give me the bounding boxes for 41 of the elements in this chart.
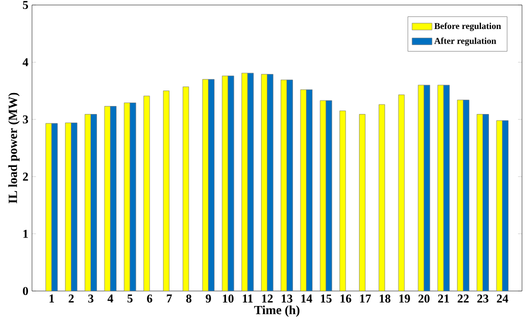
bar xyxy=(359,114,366,291)
x-tick-label: 12 xyxy=(262,294,273,302)
x-tick-label: 21 xyxy=(438,294,449,302)
y-tick-label: 3 xyxy=(22,115,28,124)
x-tick-label: 2 xyxy=(68,294,74,302)
y-tick-label: 2 xyxy=(22,172,28,181)
bar xyxy=(182,86,190,291)
legend-label: Before regulation xyxy=(434,22,501,31)
bar xyxy=(340,110,346,291)
x-axis-title: Time (h) xyxy=(254,305,300,317)
x-tick-label: 7 xyxy=(166,294,172,302)
y-tick-label: 5 xyxy=(22,1,28,9)
y-axis-title: IL load power (MW) xyxy=(8,92,20,204)
x-tick-label: 18 xyxy=(380,294,390,303)
x-tick-label: 10 xyxy=(222,294,234,303)
bar xyxy=(378,104,386,291)
y-tick-label: 1 xyxy=(23,230,28,238)
y-tick-label: 4 xyxy=(22,58,28,66)
x-tick-label: 5 xyxy=(127,294,133,302)
x-tick-label: 3 xyxy=(88,294,94,303)
x-tick-label: 24 xyxy=(496,294,508,302)
x-tick-label: 1 xyxy=(50,294,54,302)
x-tick-label: 9 xyxy=(206,294,211,303)
x-tick-label: 4 xyxy=(108,294,114,302)
bar xyxy=(163,90,170,291)
bar xyxy=(144,96,150,291)
x-tick-label: 20 xyxy=(418,294,430,303)
y-tick-label: 0 xyxy=(22,286,28,296)
x-tick-label: 6 xyxy=(147,294,152,303)
x-tick-label: 11 xyxy=(242,294,253,302)
x-tick-label: 13 xyxy=(282,294,292,303)
x-tick-label: 22 xyxy=(458,294,469,302)
x-tick-label: 14 xyxy=(301,294,312,302)
x-tick-label: 19 xyxy=(399,294,410,303)
x-tick-label: 17 xyxy=(360,294,371,302)
x-tick-label: 8 xyxy=(186,294,192,303)
x-tick-label: 16 xyxy=(340,294,352,303)
x-tick-label: 15 xyxy=(320,294,332,303)
legend-label: After regulation xyxy=(434,37,496,46)
x-tick-label: 23 xyxy=(477,294,488,303)
bar xyxy=(398,94,405,291)
